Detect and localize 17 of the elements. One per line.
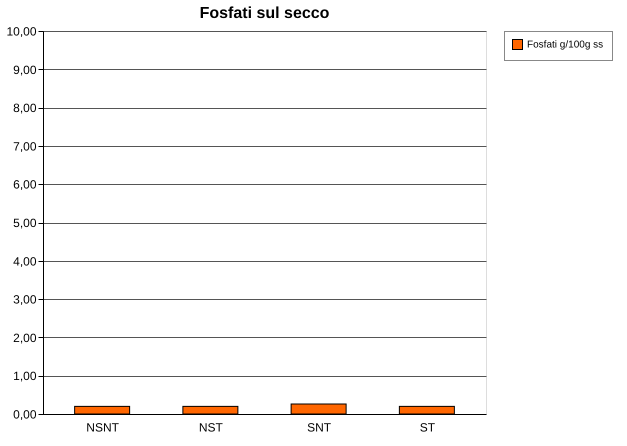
y-tick-label: 7,00 xyxy=(13,139,37,154)
y-tick-label: 0,00 xyxy=(13,408,37,422)
x-tick-label: NST xyxy=(198,420,224,434)
x-tick-label: ST xyxy=(420,420,436,434)
chart-title: Fosfati sul secco xyxy=(200,5,330,22)
y-tick-label: 9,00 xyxy=(13,62,37,77)
y-tick-label: 5,00 xyxy=(13,216,37,230)
y-tick-label: 1,00 xyxy=(13,369,37,384)
legend-label: Fosfati g/100g ss xyxy=(527,40,604,50)
x-tick-label: SNT xyxy=(307,420,332,434)
y-tick-label: 8,00 xyxy=(13,101,37,116)
y-tick-label: 6,00 xyxy=(13,178,37,192)
y-tick-label: 3,00 xyxy=(13,292,37,307)
x-tick-label: NSNT xyxy=(86,420,120,434)
y-tick-label: 10,00 xyxy=(6,24,37,38)
y-tick-label: 4,00 xyxy=(13,254,37,268)
y-tick-label: 2,00 xyxy=(13,330,37,345)
